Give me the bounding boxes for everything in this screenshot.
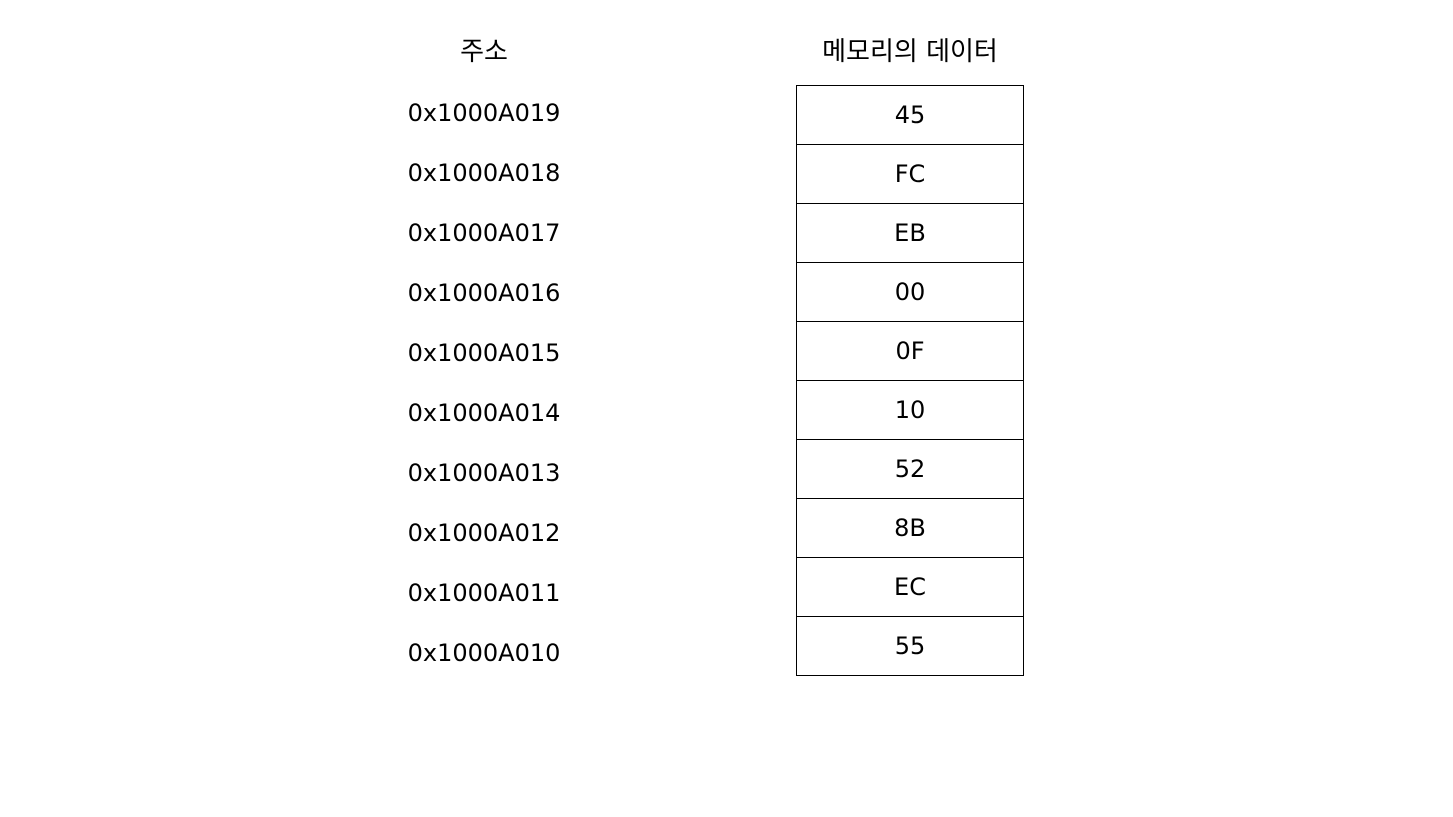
address-label: 0x1000A010 bbox=[407, 639, 561, 667]
address-label: 0x1000A013 bbox=[407, 459, 561, 487]
address-list: 0x1000A019 0x1000A018 0x1000A017 0x1000A… bbox=[384, 83, 584, 683]
memory-data-table: 45 FC EB 00 0F 10 52 8B EC 55 bbox=[796, 85, 1024, 676]
address-column-header: 주소 bbox=[460, 37, 508, 67]
memory-byte-cell: 52 bbox=[796, 439, 1024, 499]
address-label: 0x1000A011 bbox=[407, 579, 561, 607]
memory-byte-cell: 8B bbox=[796, 498, 1024, 558]
memory-byte-cell: 0F bbox=[796, 321, 1024, 381]
memory-cell-row: 10 bbox=[796, 380, 1024, 440]
memory-cell-row: 55 bbox=[796, 616, 1024, 676]
memory-data-column-header: 메모리의 데이터 bbox=[822, 37, 998, 67]
memory-byte-cell: 45 bbox=[796, 85, 1024, 145]
address-label: 0x1000A012 bbox=[407, 519, 561, 547]
address-label: 0x1000A017 bbox=[407, 219, 561, 247]
address-label: 0x1000A015 bbox=[407, 339, 561, 367]
memory-cell-row: EC bbox=[796, 557, 1024, 617]
memory-byte-cell: 10 bbox=[796, 380, 1024, 440]
memory-byte-cell: EC bbox=[796, 557, 1024, 617]
memory-cell-row: FC bbox=[796, 144, 1024, 204]
memory-cell-row: EB bbox=[796, 203, 1024, 263]
address-label: 0x1000A014 bbox=[407, 399, 561, 427]
memory-byte-cell: 00 bbox=[796, 262, 1024, 322]
memory-byte-cell: EB bbox=[796, 203, 1024, 263]
memory-cell-row: 00 bbox=[796, 262, 1024, 322]
memory-cell-row: 8B bbox=[796, 498, 1024, 558]
memory-byte-cell: 55 bbox=[796, 616, 1024, 676]
address-label: 0x1000A016 bbox=[407, 279, 561, 307]
memory-cell-row: 52 bbox=[796, 439, 1024, 499]
memory-cell-row: 0F bbox=[796, 321, 1024, 381]
memory-cell-row: 45 bbox=[796, 85, 1024, 145]
address-label: 0x1000A019 bbox=[407, 99, 561, 127]
address-label: 0x1000A018 bbox=[407, 159, 561, 187]
memory-byte-cell: FC bbox=[796, 144, 1024, 204]
